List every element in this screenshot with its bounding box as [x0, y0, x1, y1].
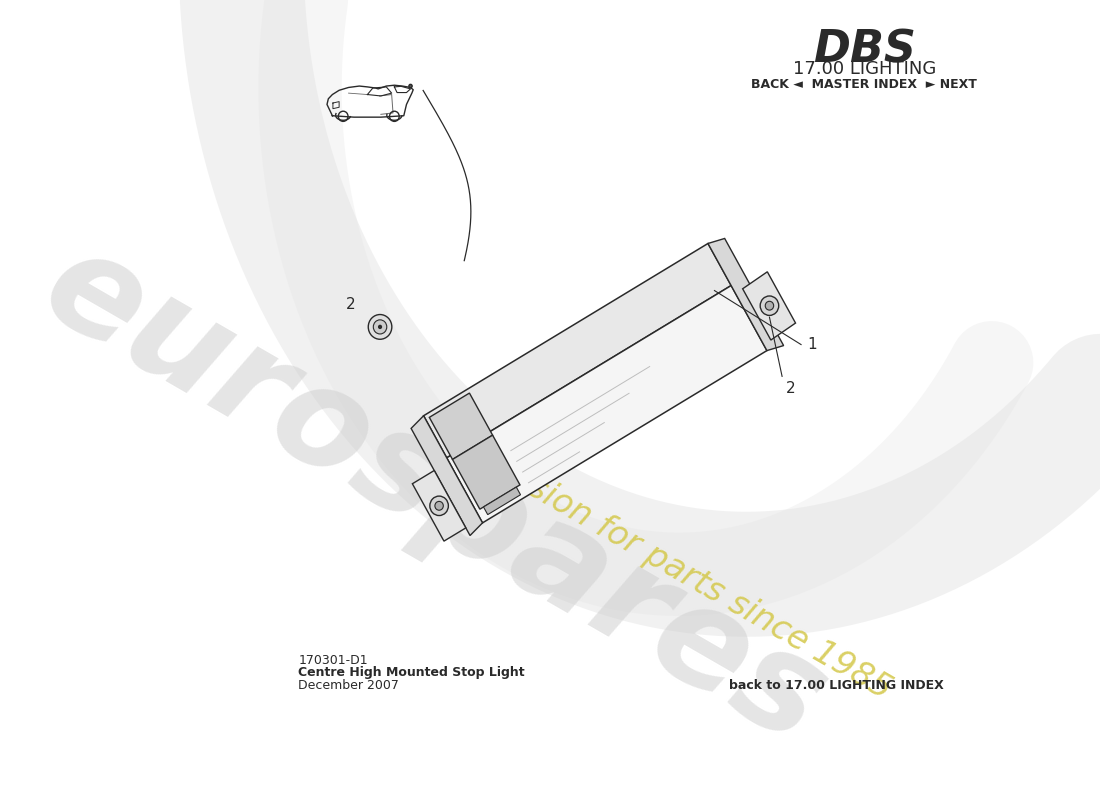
Polygon shape — [452, 435, 520, 509]
Polygon shape — [429, 393, 493, 459]
Text: back to 17.00 LIGHTING INDEX: back to 17.00 LIGHTING INDEX — [729, 678, 944, 691]
Polygon shape — [742, 272, 795, 340]
Polygon shape — [484, 487, 520, 514]
Polygon shape — [424, 243, 732, 458]
Circle shape — [766, 302, 773, 310]
Text: DBS: DBS — [813, 28, 915, 71]
Circle shape — [368, 314, 392, 339]
Text: BACK ◄  MASTER INDEX  ► NEXT: BACK ◄ MASTER INDEX ► NEXT — [751, 78, 977, 90]
Polygon shape — [708, 238, 783, 350]
Polygon shape — [447, 286, 767, 523]
Circle shape — [409, 84, 412, 88]
Text: 2: 2 — [345, 298, 355, 312]
Text: 1: 1 — [807, 337, 817, 352]
Polygon shape — [411, 416, 483, 535]
Circle shape — [378, 325, 382, 329]
Circle shape — [760, 296, 779, 315]
Circle shape — [373, 320, 387, 334]
Circle shape — [434, 502, 443, 510]
Text: 17.00 LIGHTING: 17.00 LIGHTING — [793, 60, 936, 78]
Text: a passion for parts since 1985: a passion for parts since 1985 — [444, 425, 898, 706]
Text: eurospares: eurospares — [21, 217, 849, 773]
Text: December 2007: December 2007 — [298, 678, 399, 691]
Text: Centre High Mounted Stop Light: Centre High Mounted Stop Light — [298, 666, 525, 679]
Text: 170301-D1: 170301-D1 — [298, 654, 368, 667]
Circle shape — [430, 496, 449, 515]
Text: 2: 2 — [786, 381, 796, 396]
Polygon shape — [412, 470, 465, 541]
